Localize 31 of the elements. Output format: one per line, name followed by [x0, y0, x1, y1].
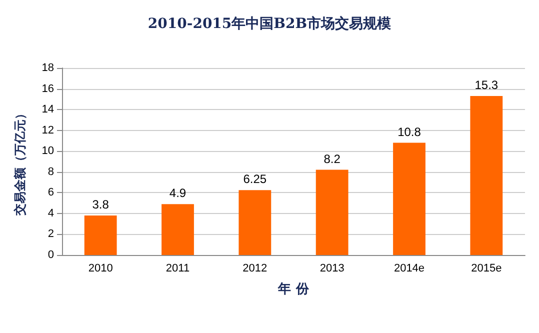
y-tick-label: 14 [42, 104, 54, 116]
y-tick-label: 8 [48, 166, 54, 178]
x-tick-label: 2015e [471, 262, 502, 274]
data-label: 3.8 [92, 198, 110, 212]
x-tick-label: 2013 [320, 262, 344, 274]
data-label: 8.2 [324, 152, 341, 166]
y-tick-label: 6 [48, 186, 54, 199]
x-axis-title: 年 份 [277, 282, 310, 297]
y-tick-label: 2 [48, 228, 54, 240]
x-tick-label: 2011 [166, 262, 190, 274]
bar [316, 170, 348, 255]
bar [238, 190, 272, 255]
data-label: 10.8 [398, 124, 422, 139]
y-tick-label: 4 [48, 207, 54, 220]
x-tick-label: 2012 [242, 262, 268, 274]
data-label: 4.9 [169, 186, 186, 200]
y-tick-label: 12 [42, 124, 54, 136]
y-tick-label: 10 [42, 145, 54, 158]
bar [162, 204, 194, 255]
y-tick-label: 18 [42, 62, 54, 74]
data-label: 15.3 [474, 78, 498, 92]
y-axis-title: 交易金额（万亿元） [13, 108, 27, 216]
bar [393, 142, 426, 255]
y-tick-label: 0 [48, 249, 54, 261]
x-tick-label: 2010 [88, 262, 113, 274]
x-tick-label: 2014e [394, 262, 425, 274]
y-tick-label: 16 [42, 82, 54, 95]
bar [84, 216, 117, 255]
bar [470, 96, 503, 255]
data-label: 6.25 [243, 172, 267, 186]
chart-title: 2010-2015年中国B2B市场交易规模 [148, 15, 392, 32]
